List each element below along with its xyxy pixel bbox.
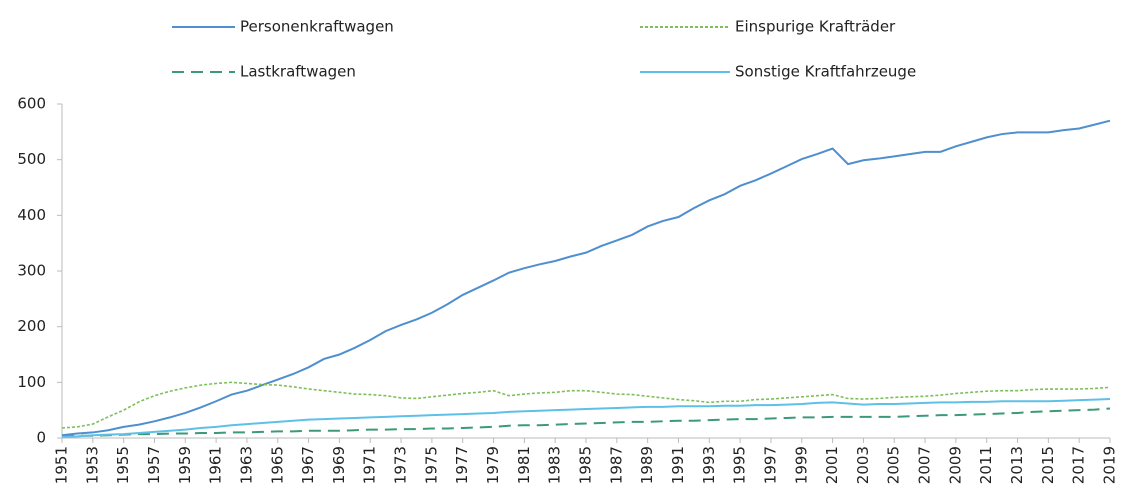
- x-tick-label: 1955: [114, 446, 132, 484]
- y-tick-label: 600: [17, 95, 46, 113]
- x-tick-label: 1963: [237, 446, 255, 484]
- x-tick-label: 2019: [1101, 446, 1119, 484]
- x-tick-label: 1973: [392, 446, 410, 484]
- x-tick-label: 1989: [638, 446, 656, 484]
- x-tick-label: 1997: [761, 446, 779, 484]
- x-tick-label: 1957: [145, 446, 163, 484]
- series-line: [61, 119, 1111, 437]
- x-tick-label: 2015: [1039, 446, 1057, 484]
- legend-label: Sonstige Kraftfahrzeuge: [735, 63, 916, 81]
- x-tick-label: 1987: [607, 446, 625, 484]
- x-tick-label: 1991: [669, 446, 687, 484]
- x-tick-label: 1961: [207, 446, 225, 484]
- x-tick-label: 2009: [946, 446, 964, 484]
- x-tick-label: 2017: [1070, 446, 1088, 484]
- x-tick-label: 1981: [515, 446, 533, 484]
- x-tick-label: 1983: [546, 446, 564, 484]
- series-line: [61, 407, 1111, 438]
- y-tick-label: 100: [17, 373, 46, 391]
- x-tick-label: 2013: [1008, 446, 1026, 484]
- x-tick-label: 1959: [176, 446, 194, 484]
- y-tick-label: 200: [17, 317, 46, 335]
- x-tick-label: 1995: [731, 446, 749, 484]
- x-tick-label: 1971: [361, 446, 379, 484]
- y-tick-label: 300: [17, 262, 46, 280]
- series-line: [61, 398, 1111, 438]
- x-tick-label: 2001: [823, 446, 841, 484]
- x-tick-label: 2003: [854, 446, 872, 484]
- x-tick-label: 2011: [977, 446, 995, 484]
- x-tick-label: 1953: [83, 446, 101, 484]
- x-tick-label: 1965: [268, 446, 286, 484]
- y-tick-label: 0: [36, 429, 46, 447]
- y-tick-label: 400: [17, 206, 46, 224]
- x-tick-label: 1977: [453, 446, 471, 484]
- x-tick-label: 1999: [792, 446, 810, 484]
- x-tick-label: 1993: [700, 446, 718, 484]
- legend-label: Einspurige Krafträder: [735, 18, 896, 36]
- x-tick-label: 1975: [422, 446, 440, 484]
- x-tick-label: 1979: [484, 446, 502, 484]
- y-tick-label: 500: [17, 150, 46, 168]
- x-tick-label: 2007: [916, 446, 934, 484]
- x-tick-label: 2005: [885, 446, 903, 484]
- x-tick-label: 1951: [53, 446, 71, 484]
- legend-label: Lastkraftwagen: [240, 63, 356, 81]
- x-tick-label: 1969: [330, 446, 348, 484]
- x-tick-label: 1985: [577, 446, 595, 484]
- series-line: [61, 381, 1111, 429]
- x-tick-label: 1967: [299, 446, 317, 484]
- legend-label: Personenkraftwagen: [240, 18, 394, 36]
